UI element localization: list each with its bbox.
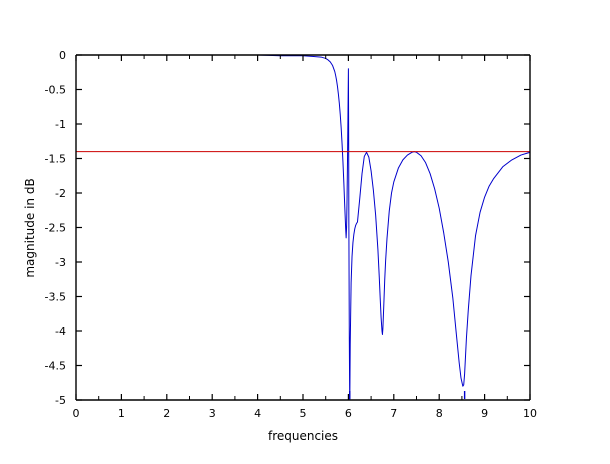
x-tick-label: 9	[481, 407, 488, 420]
y-tick-label: -4.5	[45, 360, 66, 373]
y-axis-title: magnitude in dB	[23, 178, 37, 277]
x-tick-label: 2	[163, 407, 170, 420]
y-tick-label: -3.5	[45, 291, 66, 304]
x-tick-label: 5	[300, 407, 307, 420]
y-tick-label: -4	[55, 325, 66, 338]
x-tick-label: 0	[73, 407, 80, 420]
x-tick-label: 8	[436, 407, 443, 420]
x-tick-label: 4	[254, 407, 261, 420]
data-layer	[76, 55, 530, 400]
x-axis-title: frequencies	[268, 429, 338, 443]
y-tick-label: 0	[59, 49, 66, 62]
y-tick-label: -1	[55, 118, 66, 131]
y-tick-label: -2.5	[45, 222, 66, 235]
ticks-layer: 0 1 2 3 4 5 6 7 8 9 10 0 -0.5 -1 -1.5 -2 -2.5 -3 -3.5 -4 -4.…	[45, 49, 537, 420]
y-tick-label: -3	[55, 256, 66, 269]
x-tick-label: 1	[118, 407, 125, 420]
x-tick-label: 7	[390, 407, 397, 420]
x-tick-label: 3	[209, 407, 216, 420]
y-tick-label: -2	[55, 187, 66, 200]
y-tick-label: -5	[55, 394, 66, 407]
y-tick-label: -1.5	[45, 153, 66, 166]
y-tick-label: -0.5	[45, 84, 66, 97]
x-tick-label: 6	[345, 407, 352, 420]
below-axis-markers	[349, 391, 466, 399]
x-tick-label: 10	[523, 407, 537, 420]
magnitude-curve	[76, 55, 530, 400]
